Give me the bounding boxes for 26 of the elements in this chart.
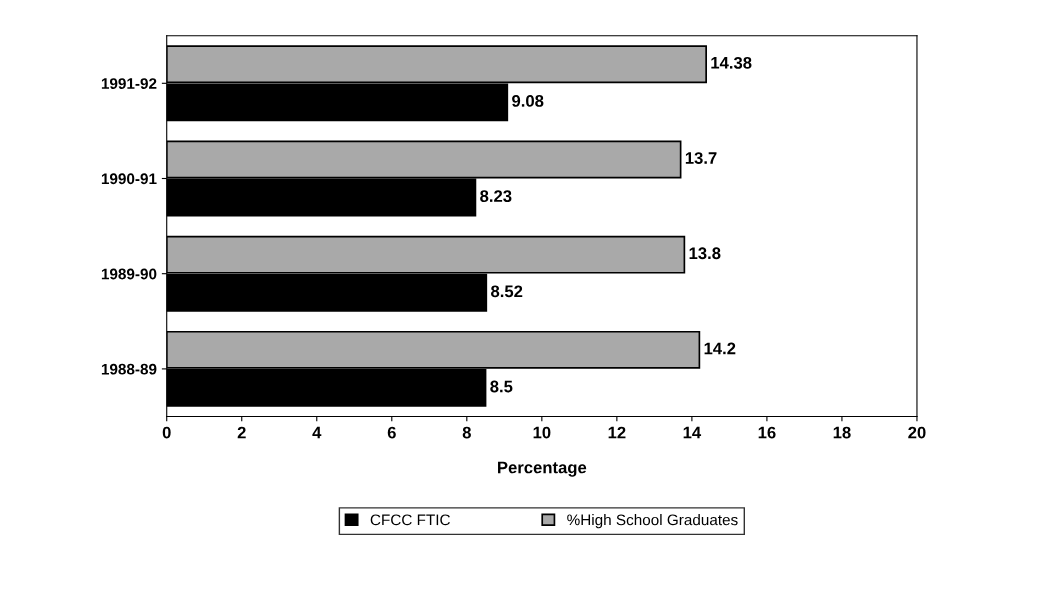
data-label: 13.7	[685, 152, 717, 164]
x-tick-label: 0	[162, 426, 171, 439]
y-tick-label: 1988-89	[101, 363, 157, 375]
legend-label: %High School Graduates	[567, 514, 738, 529]
data-label: 8.52	[491, 285, 523, 298]
x-tick-label: 8	[462, 426, 471, 439]
data-label: 13.8	[689, 247, 721, 260]
legend-label: CFCC FTIC	[370, 514, 450, 526]
data-label: 14.2	[704, 342, 736, 355]
x-tick-label: 6	[387, 426, 396, 439]
data-label: 9.08	[512, 95, 544, 107]
x-tick-label: 10	[533, 426, 551, 439]
x-tick-label: 12	[608, 426, 626, 439]
x-tick-label: 2	[237, 426, 246, 439]
x-axis-title: Percentage	[498, 461, 587, 477]
x-tick-label: 16	[758, 426, 776, 439]
y-tick-label: 1989-90	[101, 268, 157, 280]
y-tick-label: 1990-91	[101, 173, 157, 185]
x-tick-label: 18	[833, 426, 851, 439]
data-label: 14.38	[711, 56, 752, 69]
data-label: 8.5	[490, 380, 513, 393]
x-tick-label: 4	[312, 426, 322, 439]
x-tick-label: 20	[908, 426, 926, 439]
y-tick-label: 1991-92	[101, 78, 157, 89]
x-tick-label: 14	[683, 426, 702, 439]
data-label: 8.23	[480, 190, 512, 203]
